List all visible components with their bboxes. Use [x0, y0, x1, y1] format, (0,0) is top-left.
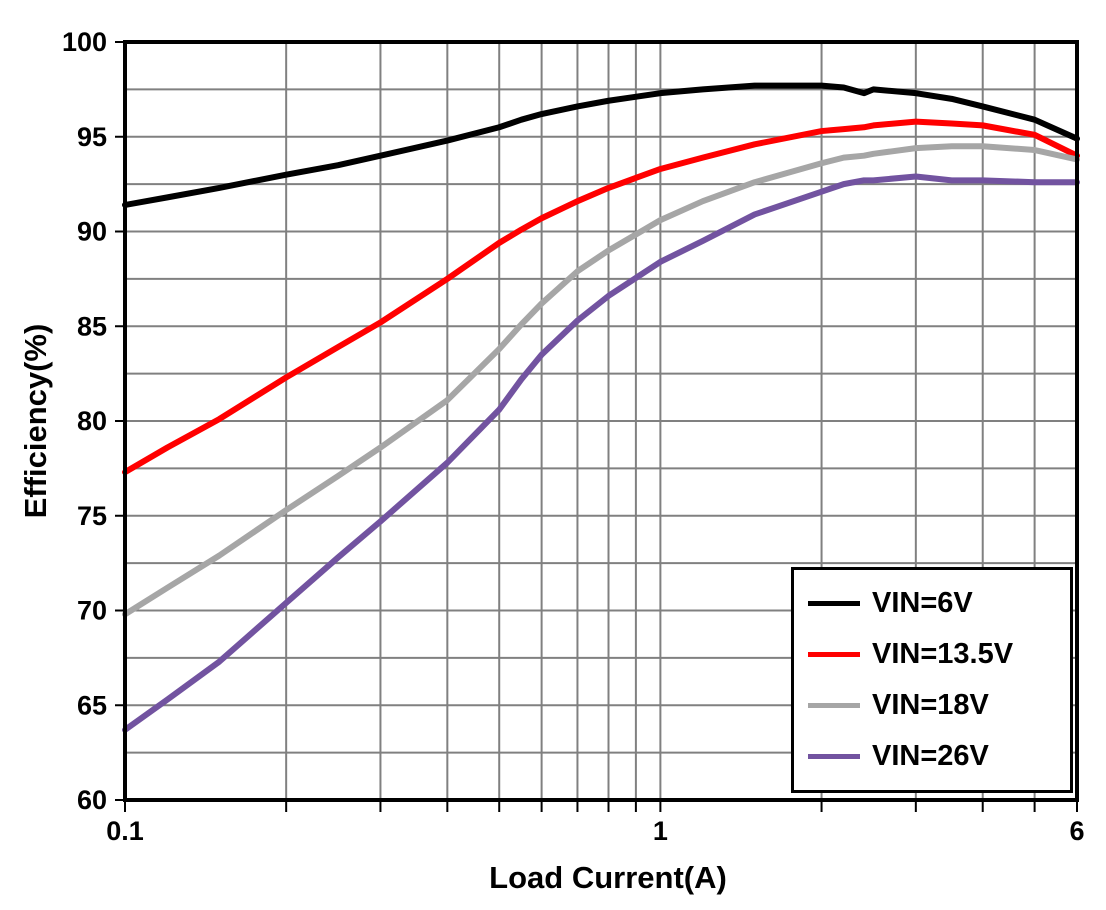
svg-text:65: 65: [77, 690, 107, 720]
legend-item-vin26: VIN=26V: [808, 740, 1070, 773]
legend-swatch-vin6: [808, 601, 860, 606]
legend-item-vin13p5: VIN=13.5V: [808, 638, 1070, 671]
legend-label-vin6: VIN=6V: [872, 587, 973, 619]
svg-text:80: 80: [77, 406, 107, 436]
svg-text:6: 6: [1069, 816, 1084, 846]
svg-text:85: 85: [77, 311, 107, 341]
svg-text:1: 1: [653, 816, 668, 846]
svg-text:95: 95: [77, 122, 107, 152]
y-axis-title: Efficiency(%): [18, 323, 53, 519]
svg-text:60: 60: [77, 785, 107, 815]
svg-text:0.1: 0.1: [106, 816, 144, 846]
legend: VIN=6V VIN=13.5V VIN=18V VIN=26V: [791, 567, 1073, 793]
legend-item-vin6: VIN=6V: [808, 587, 1070, 620]
legend-label-vin13p5: VIN=13.5V: [872, 638, 1014, 670]
svg-text:90: 90: [77, 217, 107, 247]
legend-swatch-vin26: [808, 754, 860, 759]
x-axis-title: Load Current(A): [489, 860, 727, 895]
svg-text:75: 75: [77, 501, 107, 531]
svg-text:100: 100: [62, 27, 107, 57]
legend-label-vin18: VIN=18V: [872, 689, 989, 721]
legend-item-vin18: VIN=18V: [808, 689, 1070, 722]
legend-swatch-vin18: [808, 703, 860, 708]
svg-text:70: 70: [77, 596, 107, 626]
legend-label-vin26: VIN=26V: [872, 740, 989, 772]
legend-swatch-vin13p5: [808, 652, 860, 657]
